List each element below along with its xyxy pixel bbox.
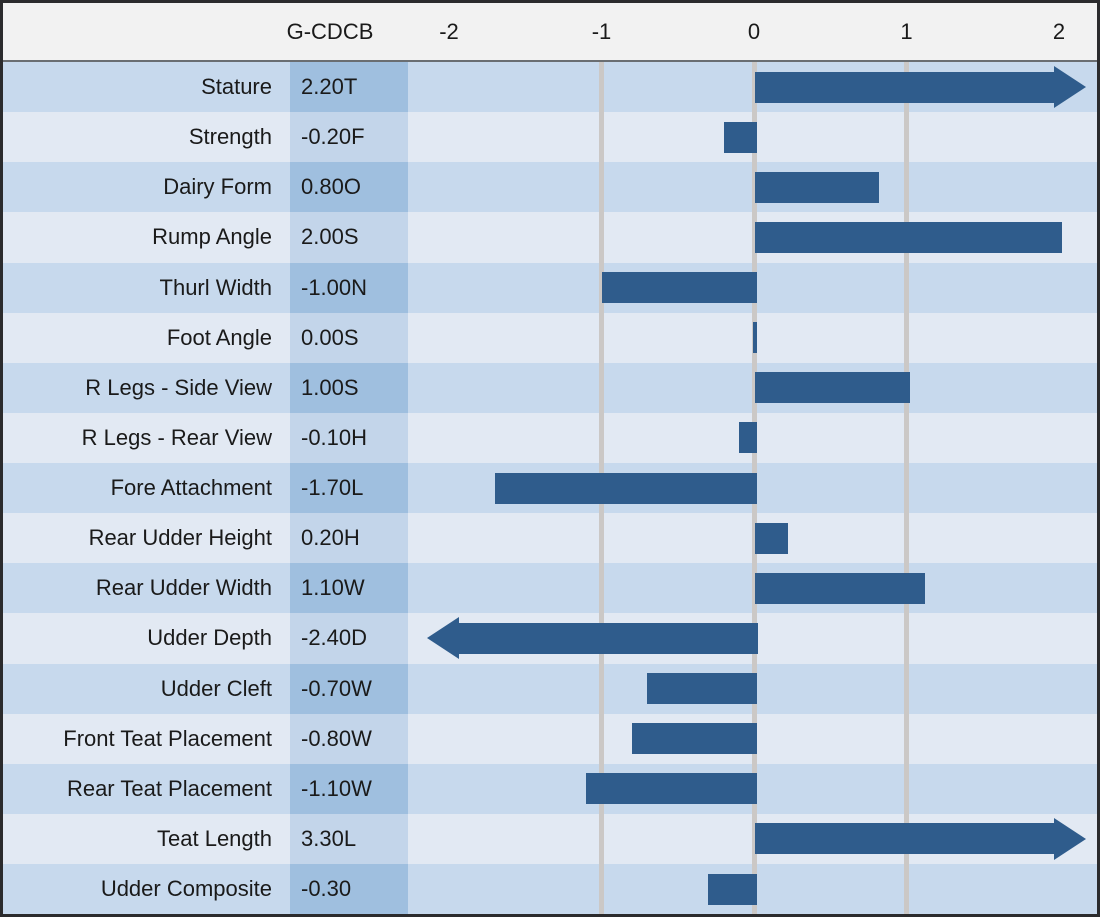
trait-bar-area <box>408 714 1097 764</box>
table-row: Udder Composite -0.30 <box>3 864 1097 914</box>
table-row: Rear Udder Width 1.10W <box>3 563 1097 614</box>
trait-label: Udder Depth <box>147 625 272 651</box>
trait-label: Rear Teat Placement <box>66 775 272 801</box>
trait-label: Rear Udder Height <box>88 525 272 551</box>
trait-bar-area <box>408 814 1097 864</box>
trait-value: 1.10W <box>290 563 408 614</box>
trait-bar <box>494 472 757 504</box>
trait-bar-area <box>408 263 1097 313</box>
trait-bar-area <box>408 413 1097 463</box>
table-row: R Legs - Rear View -0.10H <box>3 412 1097 463</box>
trait-bar <box>755 171 879 203</box>
table-row: Front Teat Placement -0.80W <box>3 713 1097 764</box>
trait-bar <box>708 873 757 905</box>
trait-value: 2.00S <box>290 212 408 263</box>
table-row: Teat Length 3.30L <box>3 813 1097 864</box>
vertical-gridline <box>904 62 909 914</box>
x-tick-label: 0 <box>747 18 761 44</box>
trait-value: 1.00S <box>290 362 408 413</box>
chart-body: Stature 2.20T Strength -0.20F Dairy Form 0.80… <box>3 62 1097 914</box>
x-tick-label: -1 <box>591 18 612 44</box>
table-row: Udder Depth -2.40D <box>3 613 1097 664</box>
x-tick-label: 1 <box>900 18 913 44</box>
trait-label: Strength <box>188 124 272 150</box>
trait-value: -1.00N <box>290 262 408 313</box>
trait-label: Dairy Form <box>163 174 272 200</box>
trait-bar <box>586 773 757 805</box>
trait-bar <box>755 572 925 604</box>
table-row: Rear Teat Placement -1.10W <box>3 763 1097 814</box>
right-arrow-icon <box>1054 817 1086 860</box>
trait-bar-area <box>408 212 1097 262</box>
table-row: Rump Angle 2.00S <box>3 212 1097 263</box>
trait-label: Fore Attachment <box>110 475 272 501</box>
table-row: Foot Angle 0.00S <box>3 312 1097 363</box>
trait-label: Stature <box>201 74 272 100</box>
trait-bar-area <box>408 563 1097 613</box>
chart-header: G-CDCB -2 -1 0 1 2 <box>3 3 1097 62</box>
trait-bar <box>632 723 757 755</box>
trait-value: -1.70L <box>290 463 408 514</box>
trait-value: -0.10H <box>290 412 408 463</box>
table-row: Rear Udder Height 0.20H <box>3 513 1097 564</box>
trait-bar-area <box>408 613 1097 663</box>
trait-value: 0.00S <box>290 312 408 363</box>
trait-value: 0.20H <box>290 513 408 564</box>
trait-bar-area <box>408 864 1097 914</box>
trait-bar <box>755 221 1062 253</box>
x-tick-label: -2 <box>439 18 459 44</box>
trait-bar <box>755 372 910 404</box>
table-row: Dairy Form 0.80O <box>3 162 1097 213</box>
trait-label: R Legs - Rear View <box>81 424 272 450</box>
x-tick-label: 2 <box>1052 18 1066 44</box>
value-column-header: G-CDCB <box>286 18 374 44</box>
left-arrow-icon <box>427 617 459 660</box>
table-row: Fore Attachment -1.70L <box>3 463 1097 514</box>
table-row: Udder Cleft -0.70W <box>3 663 1097 714</box>
trait-bar-area <box>408 664 1097 714</box>
trait-bar <box>723 121 757 153</box>
trait-label: R Legs - Side View <box>85 374 272 400</box>
trait-value: -2.40D <box>290 613 408 664</box>
trait-label: Foot Angle <box>166 324 272 350</box>
trait-value: 2.20T <box>290 62 408 113</box>
bar-arrow-shaft <box>459 622 758 654</box>
trait-bar-area <box>408 112 1097 162</box>
trait-label: Udder Cleft <box>160 675 272 701</box>
trait-bar-area <box>408 764 1097 814</box>
trait-label: Udder Composite <box>100 876 272 902</box>
trait-label: Rump Angle <box>152 224 272 250</box>
table-row: Strength -0.20F <box>3 112 1097 163</box>
trait-label: Thurl Width <box>159 274 272 300</box>
trait-bar-area <box>408 363 1097 413</box>
trait-bar <box>601 272 757 303</box>
trait-bar <box>755 522 788 554</box>
trait-bar-area <box>408 162 1097 212</box>
table-row: Thurl Width -1.00N <box>3 262 1097 313</box>
trait-label: Rear Udder Width <box>95 575 272 601</box>
trait-bar-area <box>408 62 1097 112</box>
trait-label: Teat Length <box>157 825 272 851</box>
trait-bar <box>647 673 757 704</box>
right-arrow-icon <box>1054 66 1086 108</box>
trait-value: -1.10W <box>290 763 408 814</box>
table-row: Stature 2.20T <box>3 62 1097 113</box>
trait-bar <box>738 422 757 454</box>
bar-arrow-shaft <box>755 71 1054 103</box>
trait-value: -0.30 <box>290 864 408 914</box>
bar-arrow-shaft <box>755 823 1054 855</box>
trait-value: 3.30L <box>290 813 408 864</box>
table-row: R Legs - Side View 1.00S <box>3 362 1097 413</box>
trait-value: -0.20F <box>290 112 408 163</box>
trait-bar-area <box>408 313 1097 363</box>
trait-bar <box>753 322 757 354</box>
trait-bar-area <box>408 513 1097 563</box>
trait-label: Front Teat Placement <box>63 725 272 751</box>
trait-bar-area <box>408 463 1097 513</box>
trait-value: -0.70W <box>290 663 408 714</box>
trait-value: -0.80W <box>290 713 408 764</box>
trait-value: 0.80O <box>290 162 408 213</box>
